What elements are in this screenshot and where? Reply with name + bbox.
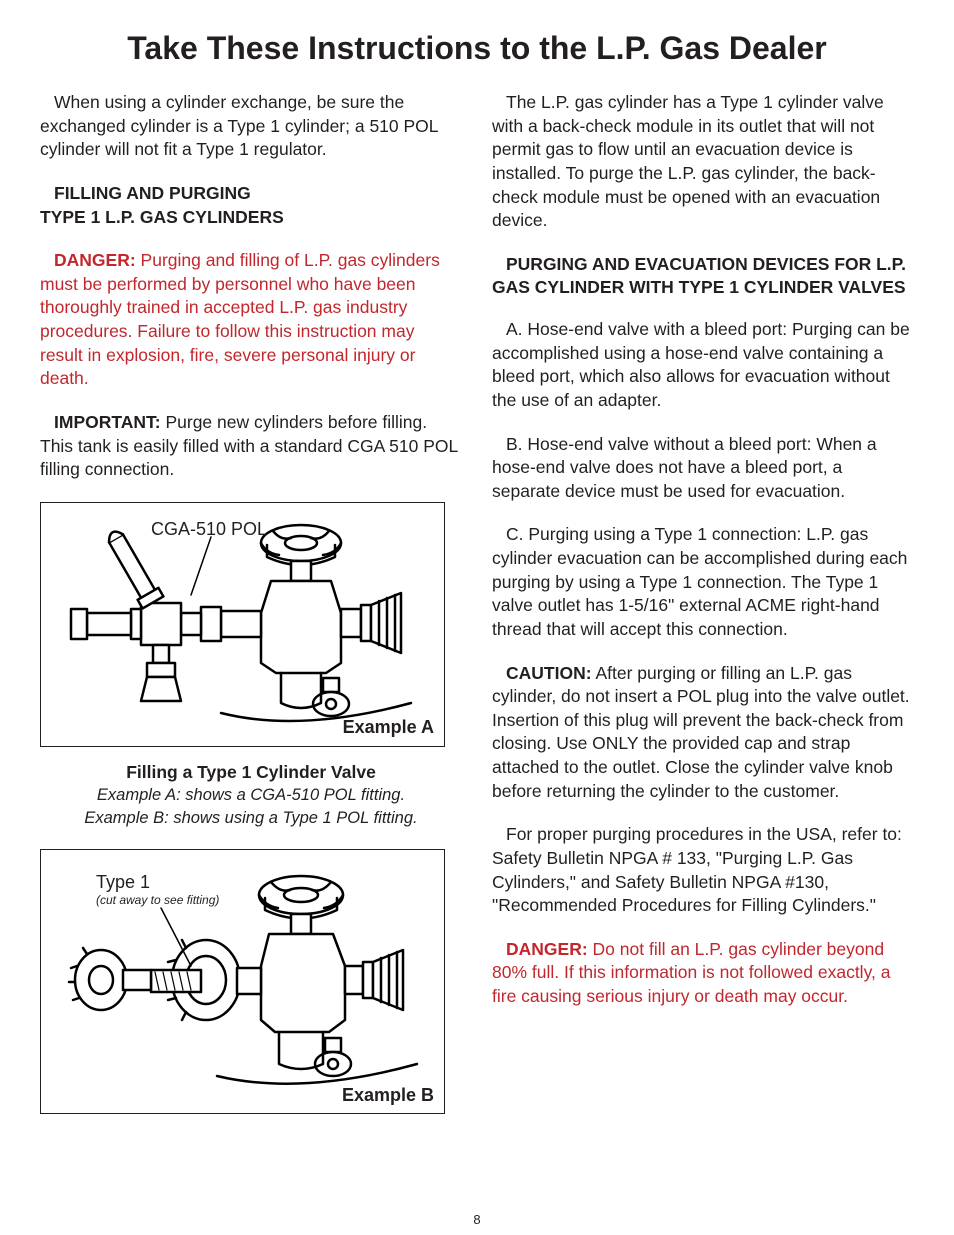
important-paragraph: IMPORTANT: Purge new cylinders before fi… xyxy=(40,411,462,482)
caption-line-1: Example A: shows a CGA-510 POL fitting. xyxy=(40,784,462,806)
right-p1: The L.P. gas cylinder has a Type 1 cylin… xyxy=(492,91,914,233)
danger2-paragraph: DANGER: Do not fill an L.P. gas cylinder… xyxy=(492,938,914,1009)
figure-b-label: Example B xyxy=(342,1083,434,1107)
page: Take These Instructions to the L.P. Gas … xyxy=(0,0,954,1235)
reference-paragraph: For proper purging procedures in the USA… xyxy=(492,823,914,918)
section-heading-filling: FILLING AND PURGING TYPE 1 L.P. GAS CYLI… xyxy=(40,182,462,229)
caution-text: After purging or filling an L.P. gas cyl… xyxy=(492,663,910,801)
figure-b-annot-sub: (cut away to see fitting) xyxy=(96,894,219,907)
right-pC: C. Purging using a Type 1 connection: L.… xyxy=(492,523,914,641)
caution-paragraph: CAUTION: After purging or filling an L.P… xyxy=(492,662,914,804)
figure-a: CGA-510 POL xyxy=(40,502,445,747)
caption-title: Filling a Type 1 Cylinder Valve xyxy=(40,761,462,785)
intro-paragraph: When using a cylinder exchange, be sure … xyxy=(40,91,462,162)
figure-a-annotation: CGA-510 POL xyxy=(151,517,267,541)
caution-label: CAUTION: xyxy=(506,663,592,683)
two-column-layout: When using a cylinder exchange, be sure … xyxy=(40,91,914,1128)
section-heading-purging: PURGING AND EVACUATION DEVICES FOR L.P. … xyxy=(492,253,914,300)
danger-text: Purging and filling of L.P. gas cylinder… xyxy=(40,250,440,388)
figure-caption: Filling a Type 1 Cylinder Valve Example … xyxy=(40,761,462,829)
important-label: IMPORTANT: xyxy=(54,412,161,432)
caption-line-2: Example B: shows using a Type 1 POL fitt… xyxy=(40,807,462,829)
danger2-label: DANGER: xyxy=(506,939,588,959)
figure-b: Type 1 (cut away to see fitting) xyxy=(40,849,445,1114)
right-pA: A. Hose-end valve with a bleed port: Pur… xyxy=(492,318,914,413)
figure-a-label: Example A xyxy=(343,715,434,739)
figure-b-annot-main: Type 1 xyxy=(96,872,150,892)
page-number: 8 xyxy=(0,1212,954,1227)
right-pB: B. Hose-end valve without a bleed port: … xyxy=(492,433,914,504)
left-column: When using a cylinder exchange, be sure … xyxy=(40,91,462,1128)
danger-paragraph: DANGER: Purging and filling of L.P. gas … xyxy=(40,249,462,391)
page-title: Take These Instructions to the L.P. Gas … xyxy=(40,30,914,67)
danger-label: DANGER: xyxy=(54,250,136,270)
right-column: The L.P. gas cylinder has a Type 1 cylin… xyxy=(492,91,914,1128)
figure-b-annotation: Type 1 (cut away to see fitting) xyxy=(96,870,219,907)
